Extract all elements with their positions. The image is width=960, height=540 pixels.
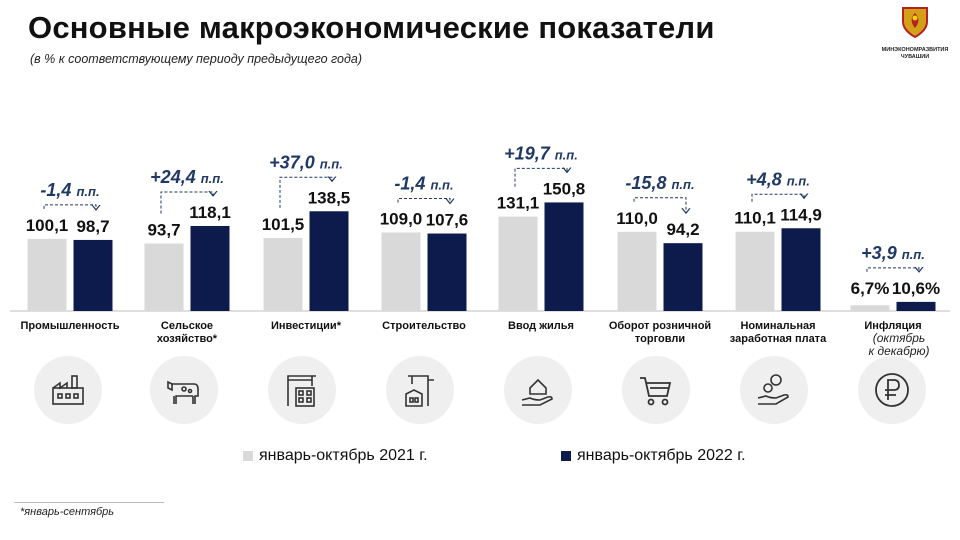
bar-2022-3 [427,233,467,311]
value-label-2021-2: 101,5 [262,215,305,234]
value-label-2021-0: 100,1 [26,216,69,235]
category-label-6-1: заработная плата [730,333,827,345]
legend-prev-label: январь-октябрь 2021 г. [259,447,428,464]
delta-arrow-4 [514,168,567,187]
category-label-0-0: Промышленность [21,320,120,332]
footnote: *январь-сентябрь [20,506,115,518]
bar-2021-2 [263,237,303,311]
category-label-6-0: Номинальная [740,320,815,332]
category-label-7-0: Инфляция [864,320,921,332]
footnote-divider [14,502,164,503]
legend-curr: январь-октябрь 2022 г. [561,447,746,465]
shopping-cart-icon [622,356,690,424]
delta-arrow-2 [279,177,332,208]
delta-label-7: +3,9 п.п. [861,243,925,263]
category-note-0: (октябрь [873,331,925,345]
house-hand-icon [504,356,572,424]
value-label-2022-2: 138,5 [308,188,351,207]
delta-label-2: +37,0 п.п. [269,152,343,172]
page-title: Основные макроэкономические показатели [28,10,715,45]
value-label-2021-4: 131,1 [497,194,540,213]
category-label-3-0: Строительство [382,320,466,332]
value-label-2022-0: 98,7 [76,217,109,236]
bar-2022-0 [73,239,113,311]
value-label-2021-7: 6,7% [851,279,890,298]
bar-2021-1 [144,243,184,311]
delta-label-3: -1,4 п.п. [394,174,453,194]
bar-2022-5 [663,243,703,311]
value-label-2021-6: 110,1 [734,209,776,228]
category-label-1-0: Сельское [161,320,213,332]
bar-2022-4 [544,202,584,311]
category-label-5-1: торговли [635,333,685,345]
value-label-2022-6: 114,9 [780,205,822,224]
bar-2022-2 [309,211,349,311]
money-hand-icon [740,356,808,424]
category-label-1-1: хозяйство* [157,333,218,345]
coat-of-arms-icon [902,7,928,39]
logo: МИНЭКОНОМРАЗВИТИЯ ЧУВАШИИ [880,4,950,62]
value-label-2022-1: 118,1 [189,203,231,222]
bar-chart: 100,1 98,7 -1,4 п.п. Промышленность 93,7 118,… [10,143,950,358]
delta-label-1: +24,4 п.п. [150,167,224,187]
value-label-2022-4: 150,8 [543,179,586,198]
bar-2021-5 [617,231,657,311]
logo-line2: ЧУВАШИИ [900,54,930,60]
delta-arrow-7 [866,268,919,272]
delta-arrow-0 [43,204,96,210]
building-crane-icon [386,356,454,424]
category-label-2-0: Инвестиции* [271,320,342,332]
cow-icon [150,356,218,424]
delta-arrow-6 [751,194,804,202]
category-note-1: к декабрю) [868,344,929,358]
bar-2022-1 [190,225,230,311]
delta-arrow-1 [160,192,213,214]
value-label-2022-3: 107,6 [426,211,469,230]
legend-curr-swatch [561,451,571,461]
legend-curr-label: январь-октябрь 2022 г. [577,447,746,464]
bar-2021-0 [27,238,67,311]
value-label-2021-1: 93,7 [147,221,180,240]
category-label-5-0: Оборот розничной [609,320,711,332]
bar-2021-4 [498,216,538,311]
construction-crane-icon [268,356,336,424]
value-label-2021-5: 110,0 [616,209,658,228]
bar-2021-3 [381,232,421,311]
logo-line1: МИНЭКОНОМРАЗВИТИЯ [881,47,949,53]
delta-label-0: -1,4 п.п. [40,180,99,200]
bar-2021-7 [850,305,890,311]
delta-label-4: +19,7 п.п. [504,143,578,163]
value-label-2022-7: 10,6% [892,279,940,298]
delta-label-5: -15,8 п.п. [625,173,694,193]
delta-arrow-5 [633,197,686,213]
legend-prev: январь-октябрь 2021 г. [243,447,428,465]
value-label-2021-3: 109,0 [380,210,423,229]
value-label-2022-5: 94,2 [666,220,699,239]
delta-label-6: +4,8 п.п. [746,169,810,189]
factory-icon [34,356,102,424]
category-label-4-0: Ввод жилья [508,320,574,332]
bar-2022-7 [896,301,936,311]
bar-2021-6 [735,231,775,311]
page-subtitle: (в % к соответствующему периоду предыдущ… [30,52,363,66]
legend-prev-swatch [243,451,253,461]
ruble-icon [858,356,926,424]
bar-2022-6 [781,228,821,311]
delta-arrow-3 [397,198,450,204]
